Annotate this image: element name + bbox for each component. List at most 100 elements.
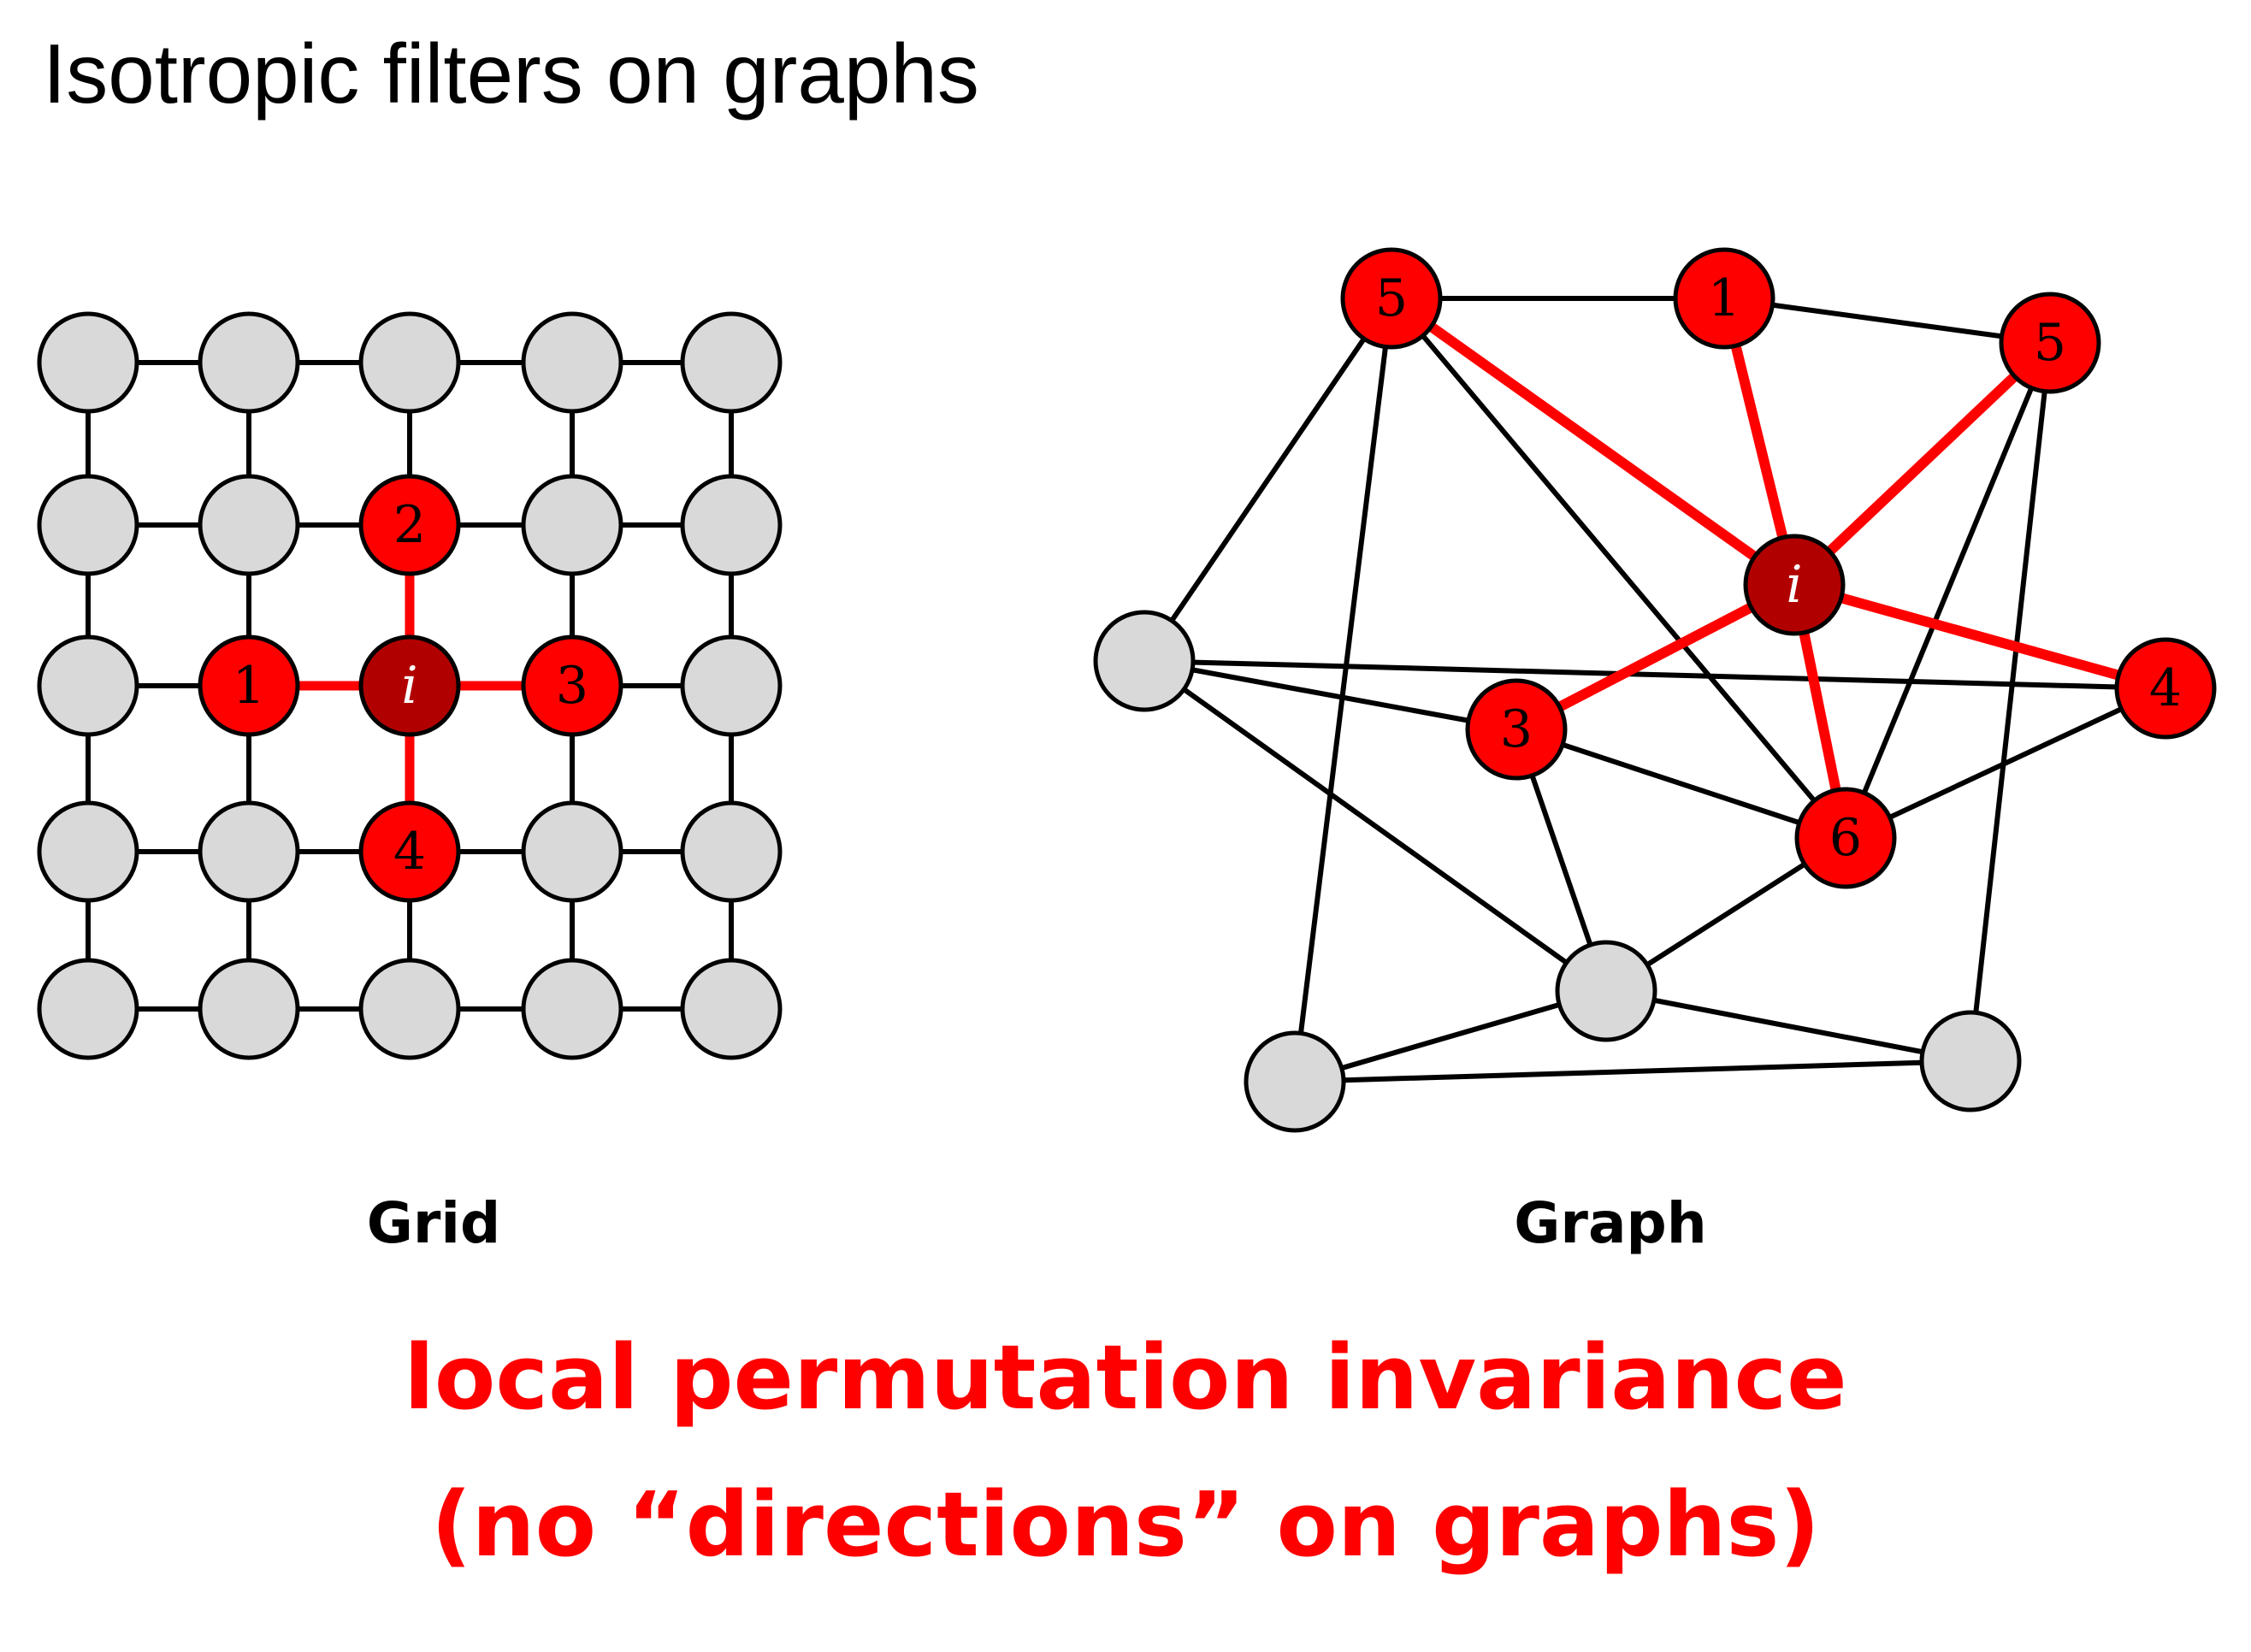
- grid-node: [358, 311, 461, 414]
- node-label: 3: [556, 656, 588, 716]
- node-label: 1: [1708, 268, 1740, 328]
- graph-edge-highlight: [1790, 339, 2054, 589]
- node-circle: [680, 474, 783, 576]
- grid-node: [521, 474, 623, 576]
- graph-edge: [1294, 988, 1607, 1084]
- graph-edge: [1723, 296, 2051, 345]
- grid-nodes: 2 1 i 3 4: [37, 311, 783, 1060]
- graph-edges: [1142, 294, 2167, 1084]
- node-circle: [1999, 292, 2101, 394]
- grid-node: [37, 311, 139, 414]
- graph-node-neighbor-5: 5: [1999, 292, 2101, 394]
- node-label: 3: [1500, 699, 1533, 759]
- graph-node: [1919, 1010, 2022, 1112]
- node-circle: [37, 311, 139, 414]
- conclusion-line-1: local permutation invariance: [404, 1325, 1847, 1430]
- graph-node-neighbor-4: 4: [2114, 637, 2217, 740]
- node-label: 1: [233, 656, 265, 716]
- grid-node-neighbor-3: 3: [521, 634, 623, 737]
- graph-edge-highlight: [1793, 580, 2167, 693]
- grid-diagram: 2 1 i 3 4: [37, 311, 783, 1060]
- grid-node: [198, 311, 300, 414]
- node-circle: [1465, 678, 1568, 781]
- grid-node: [37, 634, 139, 737]
- node-label: 5: [1375, 268, 1408, 328]
- grid-node-center: i: [358, 634, 461, 737]
- node-circle: [521, 958, 623, 1060]
- node-circle: [521, 474, 623, 576]
- graph-edge: [1389, 297, 1848, 840]
- grid-node: [37, 958, 139, 1060]
- node-label: 5: [2034, 313, 2066, 373]
- graph-diagram: 5 1 5 i 4 3 6: [1093, 247, 2217, 1133]
- node-label: i: [1786, 555, 1802, 615]
- graph-node: [1244, 1030, 1346, 1133]
- node-circle: [1555, 940, 1657, 1042]
- node-circle: [1340, 247, 1443, 350]
- node-circle: [358, 311, 461, 414]
- grid-node: [37, 800, 139, 903]
- node-circle: [1093, 610, 1196, 712]
- node-label: 4: [393, 822, 426, 882]
- node-circle: [198, 474, 300, 576]
- node-circle: [1673, 247, 1775, 350]
- graph-nodes: 5 1 5 i 4 3 6: [1093, 247, 2217, 1133]
- node-circle: [198, 311, 300, 414]
- node-circle: [198, 958, 300, 1060]
- graph-edge: [1515, 727, 1846, 841]
- graph-edge: [1843, 341, 2053, 840]
- graph-edge: [1143, 658, 2166, 691]
- node-label: 6: [1829, 808, 1862, 868]
- node-circle: [1244, 1030, 1346, 1133]
- node-circle: [358, 634, 461, 737]
- grid-node-neighbor-2: 2: [358, 474, 461, 576]
- graph-edge: [1143, 658, 1608, 994]
- conclusion-line-2: (no “directions” on graphs): [431, 1472, 1820, 1577]
- node-circle: [680, 958, 783, 1060]
- graph-node-neighbor-1: 1: [1673, 247, 1775, 350]
- node-circle: [198, 800, 300, 903]
- node-circle: [37, 958, 139, 1060]
- node-label: 4: [2149, 658, 2182, 718]
- node-circle: [358, 474, 461, 576]
- grid-node: [198, 474, 300, 576]
- grid-node: [680, 800, 783, 903]
- node-circle: [680, 634, 783, 737]
- graph-node: [1555, 940, 1657, 1042]
- node-circle: [37, 634, 139, 737]
- graph-edge-highlight: [1514, 580, 1797, 735]
- grid-node: [521, 800, 623, 903]
- grid-node: [521, 311, 623, 414]
- node-circle: [1919, 1010, 2022, 1112]
- node-circle: [358, 958, 461, 1060]
- node-circle: [521, 311, 623, 414]
- node-label: 2: [393, 495, 426, 555]
- grid-node: [680, 311, 783, 414]
- grid-node: [680, 634, 783, 737]
- grid-caption: Grid: [366, 1190, 501, 1256]
- grid-node: [198, 958, 300, 1060]
- node-circle: [37, 800, 139, 903]
- graph-edge: [1294, 1059, 1971, 1084]
- graph-edge-highlight: [1388, 294, 1798, 589]
- grid-node: [198, 800, 300, 903]
- node-circle: [521, 800, 623, 903]
- grid-node: [680, 474, 783, 576]
- node-label: i: [401, 656, 417, 716]
- grid-node: [358, 958, 461, 1060]
- graph-node-neighbor-3: 3: [1465, 678, 1568, 781]
- graph-node-neighbor-5: 5: [1340, 247, 1443, 350]
- node-circle: [1743, 534, 1846, 636]
- graph-node-neighbor-6: 6: [1794, 787, 1897, 889]
- graph-edge: [1292, 298, 1394, 1083]
- node-circle: [521, 634, 623, 737]
- node-circle: [358, 800, 461, 903]
- graph-edge: [1143, 658, 1517, 732]
- slide-title: Isotropic filters on graphs: [43, 27, 979, 121]
- grid-node: [680, 958, 783, 1060]
- node-circle: [680, 311, 783, 414]
- grid-node: [521, 958, 623, 1060]
- node-circle: [1794, 787, 1897, 889]
- graph-node: [1093, 610, 1196, 712]
